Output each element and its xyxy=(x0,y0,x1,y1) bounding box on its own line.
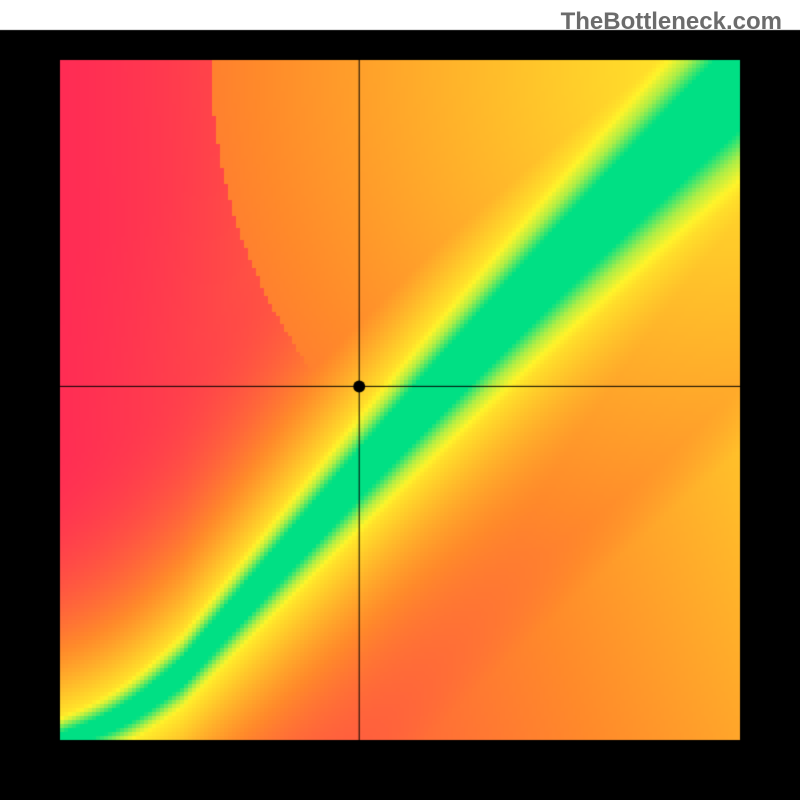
watermark-text: TheBottleneck.com xyxy=(561,8,782,36)
chart-container: TheBottleneck.com xyxy=(0,0,800,800)
bottleneck-heatmap-canvas xyxy=(0,0,800,800)
